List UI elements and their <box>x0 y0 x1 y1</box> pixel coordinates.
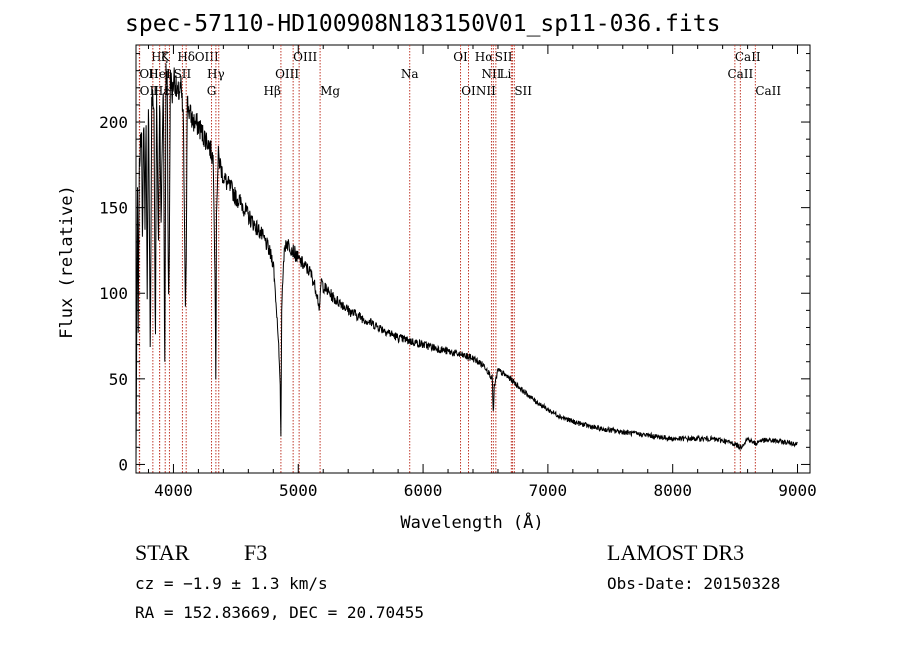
spectral-line-label: Hα <box>475 50 494 64</box>
spectral-line-label: Hδ <box>177 50 195 64</box>
observation-date: Obs-Date: 20150328 <box>607 574 781 593</box>
spectral-line-label: OII <box>139 67 159 81</box>
spectral-line-label: OI <box>461 84 476 98</box>
chart-title: spec-57110-HD100908N183150V01_sp11-036.f… <box>125 11 721 37</box>
spectrum-line <box>135 63 798 464</box>
spectrum-series <box>135 63 798 464</box>
spectral-line-label: OII <box>140 84 160 98</box>
spectral-line-label: OIII <box>275 67 299 81</box>
spectral-line-label: OIII <box>195 50 219 64</box>
x-axis-label: Wavelength (Å) <box>400 511 543 533</box>
axis-ticks: 4000 5000 6000 7000 8000 9000 0 50 100 150 200 <box>99 45 817 500</box>
spectral-line-label: CaII <box>755 84 781 98</box>
spectral-line-label: CaII <box>735 50 761 64</box>
y-tick-label: 100 <box>99 284 128 303</box>
spectral-line-label: K <box>161 50 171 64</box>
x-tick-label: 7000 <box>529 481 568 500</box>
spectral-line-label: Hγ <box>207 67 225 81</box>
y-tick-label: 50 <box>109 370 128 389</box>
spectral-line-label: OIII <box>293 50 317 64</box>
survey-name: LAMOST DR3 <box>607 540 745 565</box>
y-tick-label: 150 <box>99 199 128 218</box>
spectral-line-label: SII <box>514 84 532 98</box>
spectral-line-label: SII <box>174 67 192 81</box>
spectral-line-label: SII <box>495 50 513 64</box>
spectral-line-label: Na <box>401 67 419 81</box>
object-type: STAR <box>135 540 190 565</box>
y-tick-label: 0 <box>118 455 128 474</box>
x-tick-label: 4000 <box>154 481 193 500</box>
x-tick-label: 8000 <box>653 481 692 500</box>
spectral-line-label: Hβ <box>264 84 281 98</box>
redshift-readout: cz = −1.9 ± 1.3 km/s <box>135 574 328 593</box>
spectral-line-label: NII <box>481 67 501 81</box>
spectral-line-label: H <box>164 84 174 98</box>
y-axis-label: Flux (relative) <box>57 185 77 339</box>
spectral-line-label: NII <box>476 84 496 98</box>
x-tick-label: 6000 <box>404 481 443 500</box>
spectral-line-label: Mg <box>320 84 340 98</box>
spectral-line-label: OI <box>453 50 468 64</box>
object-subclass: F3 <box>244 540 268 565</box>
spectral-line-label: G <box>207 84 217 98</box>
spectral-line-label: Li <box>500 67 512 81</box>
coordinates-readout: RA = 152.83669, DEC = 20.70455 <box>135 603 424 622</box>
y-tick-label: 200 <box>99 113 128 132</box>
plot-frame <box>135 44 811 474</box>
x-tick-label: 9000 <box>778 481 817 500</box>
spectral-line-label: CaII <box>727 67 753 81</box>
x-tick-label: 5000 <box>279 481 318 500</box>
